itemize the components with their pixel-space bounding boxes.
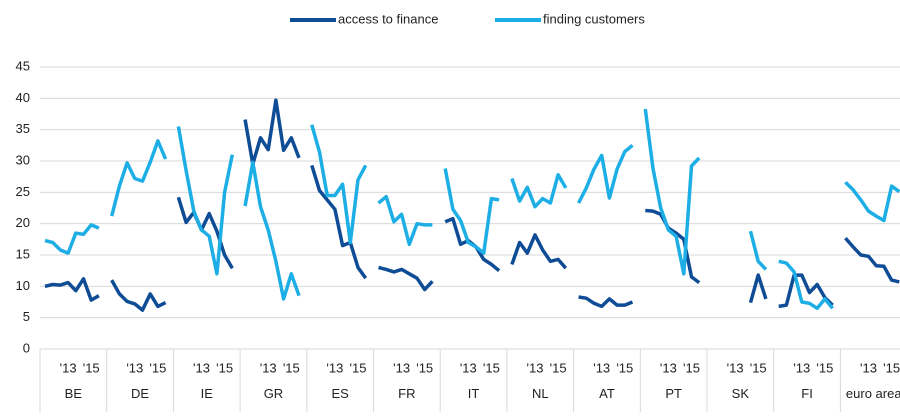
- series-line: [443, 168, 500, 255]
- group-label: DE: [131, 386, 150, 401]
- series-line: [110, 139, 168, 217]
- x-tick-label: '15: [750, 360, 767, 375]
- group-label: ES: [331, 386, 349, 401]
- series-line: [378, 265, 434, 292]
- series-line: [176, 196, 234, 270]
- group-label: GR: [263, 386, 284, 401]
- group-label: BE: [64, 386, 83, 401]
- series-line: [377, 194, 433, 247]
- series-line: [510, 233, 568, 270]
- y-tick-label: 5: [23, 309, 30, 324]
- series-line: [643, 108, 701, 276]
- x-tick-label: '13: [793, 360, 810, 375]
- group-label: FI: [801, 386, 813, 401]
- y-tick-label: 10: [16, 278, 30, 293]
- series-line: [44, 277, 100, 302]
- series-line: [778, 273, 834, 309]
- series-line: [578, 295, 634, 309]
- x-tick-label: '13: [393, 360, 410, 375]
- x-tick-label: '13: [860, 360, 877, 375]
- x-tick-label: '15: [883, 360, 900, 375]
- x-tick-label: '13: [527, 360, 544, 375]
- series-line: [844, 181, 900, 223]
- group-label: FR: [398, 386, 416, 401]
- x-tick-label: '15: [283, 360, 300, 375]
- y-tick-label: 45: [16, 58, 30, 73]
- series-line: [110, 279, 167, 312]
- x-tick-label: '15: [683, 360, 700, 375]
- x-tick-label: '15: [483, 360, 500, 375]
- series-line: [748, 230, 768, 271]
- y-tick-label: 40: [16, 90, 30, 105]
- y-tick-label: 20: [16, 215, 30, 230]
- x-tick-label: '13: [660, 360, 677, 375]
- group-label: NL: [531, 386, 549, 401]
- y-tick-label: 35: [16, 121, 30, 136]
- group-label: IT: [467, 386, 480, 401]
- y-tick-label: 30: [16, 152, 30, 167]
- y-tick-label: 15: [16, 246, 30, 261]
- x-tick-label: '13: [460, 360, 477, 375]
- x-tick-label: '13: [60, 360, 77, 375]
- series-line: [310, 164, 368, 280]
- x-tick-label: '15: [350, 360, 367, 375]
- group-label: SK: [731, 386, 750, 401]
- series-line: [243, 160, 301, 301]
- series-line: [176, 126, 235, 276]
- group-label: IE: [200, 386, 213, 401]
- group-label: AT: [599, 386, 615, 401]
- x-tick-label: '15: [616, 360, 633, 375]
- series-line: [844, 236, 900, 284]
- series-line: [243, 98, 301, 166]
- x-tick-label: '13: [326, 360, 343, 375]
- series-line: [778, 259, 834, 311]
- series-line: [577, 143, 634, 204]
- x-tick-label: '13: [193, 360, 210, 375]
- x-tick-label: '13: [126, 360, 143, 375]
- x-tick-label: '15: [149, 360, 166, 375]
- series-line: [510, 173, 568, 209]
- x-tick-label: '15: [416, 360, 433, 375]
- x-tick-label: '15: [816, 360, 833, 375]
- legend-label: access to finance: [338, 11, 438, 26]
- x-tick-label: '15: [550, 360, 567, 375]
- x-tick-label: '13: [260, 360, 277, 375]
- y-tick-label: 25: [16, 184, 30, 199]
- x-tick-label: '15: [83, 360, 100, 375]
- series-line: [310, 124, 368, 245]
- series-line: [645, 208, 701, 285]
- legend-label: finding customers: [543, 11, 645, 26]
- x-tick-label: '15: [216, 360, 233, 375]
- group-label: euro area: [845, 386, 900, 401]
- y-tick-label: 0: [23, 340, 30, 355]
- group-label: PT: [665, 386, 682, 401]
- series-line: [748, 273, 768, 304]
- x-tick-label: '13: [593, 360, 610, 375]
- series-line: [44, 223, 100, 255]
- x-tick-label: '13: [727, 360, 744, 375]
